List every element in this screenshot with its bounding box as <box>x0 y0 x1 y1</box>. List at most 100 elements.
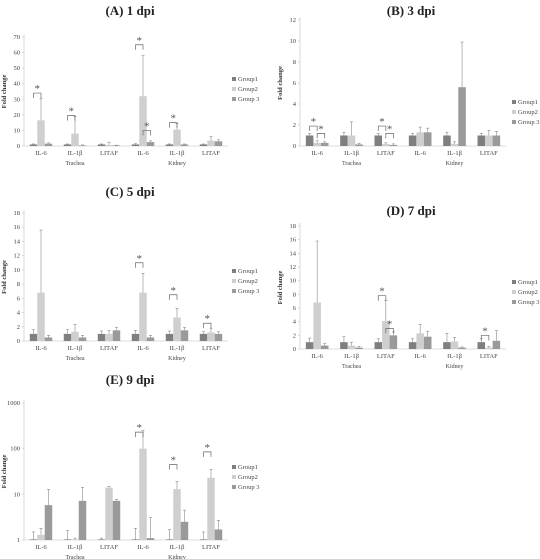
significance-bracket <box>135 262 144 268</box>
category-label: LITAF <box>377 353 395 360</box>
legend-swatch <box>232 87 236 91</box>
legend-swatch <box>232 279 236 283</box>
bar <box>29 144 38 146</box>
bar <box>105 487 113 540</box>
bar <box>450 143 459 146</box>
significance-bracket <box>33 92 42 99</box>
category-label: IL-1β <box>447 150 463 157</box>
legend-label: Group2 <box>518 289 538 296</box>
panel-e: (E) 9 dpi Fold change 1 10 100 1000 IL-6 IL-1β L… <box>1 372 259 559</box>
category-label: IL-6 <box>414 353 426 360</box>
legend-label: Group 3 <box>238 96 259 103</box>
bar <box>105 144 113 146</box>
legend: Group1 Group2 Group 3 <box>512 99 539 126</box>
y-tick-label: 1000 <box>7 400 20 407</box>
category-label: IL-1β <box>447 353 463 360</box>
category-label: IL-1β <box>68 150 84 157</box>
y-axis-label: Fold change <box>1 455 8 489</box>
legend-label: Group 3 <box>518 119 539 126</box>
category-label: LITAF <box>377 150 395 157</box>
y-tick-label: 8 <box>17 281 20 288</box>
significance-star: * <box>318 123 324 135</box>
legend-swatch <box>232 289 236 293</box>
bar <box>180 330 189 341</box>
y-tick-label: 6 <box>293 80 297 87</box>
significance-star: * <box>137 253 143 265</box>
bar <box>477 135 486 146</box>
category-label: IL-6 <box>35 150 47 157</box>
bar <box>180 144 189 146</box>
bar <box>112 330 121 341</box>
bar <box>450 341 459 349</box>
bar <box>139 292 147 341</box>
significance-star: * <box>205 442 211 454</box>
chart-title: (C) 5 dpi <box>105 184 155 199</box>
significance-bracket <box>377 295 387 301</box>
bar <box>374 342 383 349</box>
legend-label: Group1 <box>238 76 258 83</box>
category-label: IL-1β <box>68 544 84 551</box>
legend-swatch <box>232 475 236 479</box>
bar <box>458 87 466 146</box>
chart-title: (A) 1 dpi <box>105 3 155 18</box>
y-tick-label: 18 <box>290 223 297 230</box>
y-tick-label: 14 <box>290 250 297 257</box>
bar <box>214 529 223 540</box>
category-label: IL-6 <box>311 150 323 157</box>
category-label: IL-1β <box>170 150 186 157</box>
bar <box>139 448 147 540</box>
y-tick-label: 4 <box>17 310 21 317</box>
significance-bracket <box>135 44 144 50</box>
legend-label: Group 3 <box>238 288 259 295</box>
significance-star: * <box>144 120 150 132</box>
significance-bracket <box>169 294 178 300</box>
bar <box>37 292 45 341</box>
y-tick-label: 8 <box>293 59 296 66</box>
significance-star: * <box>379 116 385 128</box>
significance-star: * <box>137 422 143 434</box>
y-tick-label: 10 <box>290 38 297 45</box>
tissue-label: Kidney <box>446 364 464 370</box>
y-tick-label: 0 <box>293 346 296 353</box>
bar <box>37 534 45 540</box>
bar <box>389 335 398 349</box>
y-tick-label: 1 <box>17 537 20 544</box>
bar <box>112 145 121 146</box>
category-label: IL-1β <box>170 345 186 352</box>
significance-bracket <box>67 115 76 121</box>
bar <box>408 342 417 349</box>
y-tick-label: 18 <box>14 210 21 217</box>
bar <box>44 143 53 146</box>
legend-swatch <box>512 300 516 304</box>
legend-swatch <box>232 485 236 489</box>
y-tick-label: 12 <box>290 264 297 271</box>
y-tick-label: 4 <box>293 319 297 326</box>
category-label: IL-6 <box>414 150 426 157</box>
tissue-label: Trachea <box>342 364 361 370</box>
bar <box>131 333 140 341</box>
bar <box>389 144 398 146</box>
bar <box>146 142 155 146</box>
category-label: IL-6 <box>137 345 149 352</box>
chart-title: (B) 3 dpi <box>387 3 436 18</box>
bar <box>313 302 321 349</box>
significance-star: * <box>387 123 393 135</box>
bar <box>63 333 72 341</box>
bar <box>131 144 140 146</box>
significance-bracket <box>385 133 394 139</box>
bar <box>492 340 501 349</box>
y-tick-label: 4 <box>293 101 297 108</box>
bar <box>443 135 451 146</box>
significance-bracket <box>203 451 212 457</box>
bar <box>382 320 390 349</box>
bar <box>199 144 208 146</box>
category-label: LITAF <box>480 150 498 157</box>
y-tick-label: 2 <box>293 332 296 339</box>
significance-star: * <box>137 35 143 47</box>
bar <box>44 337 53 341</box>
chart-title: (D) 7 dpi <box>386 203 436 218</box>
bar <box>207 477 215 540</box>
legend-swatch <box>512 280 516 284</box>
bar <box>320 142 329 146</box>
legend: Group1 Group2 Group 3 <box>232 464 259 491</box>
